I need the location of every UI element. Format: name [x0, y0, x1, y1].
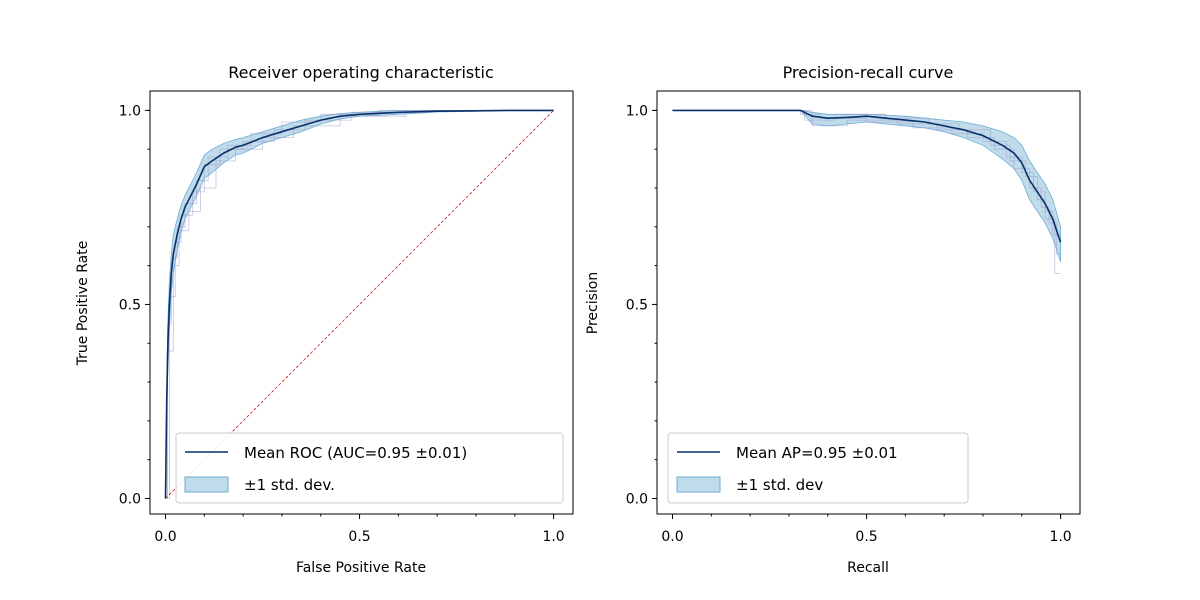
pr-ytick-label: 0.5	[626, 297, 648, 313]
roc-ticks: 0.0 0.5 1.0 0.0 0.5 1.0	[119, 103, 565, 545]
roc-xlabel: False Positive Rate	[296, 560, 426, 576]
roc-std-band	[165, 110, 554, 499]
pr-legend: Mean AP=0.95 ±0.01 ±1 std. dev	[667, 432, 969, 504]
roc-xtick-label: 0.0	[154, 529, 176, 545]
pr-ticks: 0.0 0.5 1.0 0.0 0.5 1.0	[626, 103, 1072, 545]
pr-plot-area	[672, 109, 1062, 274]
pr-legend-mean-label: Mean AP=0.95 ±0.01	[736, 444, 898, 462]
roc-legend-band-label: ±1 std. dev.	[244, 476, 335, 494]
roc-fold-curve	[165, 110, 554, 499]
roc-xtick-label: 1.0	[542, 529, 564, 545]
roc-panel: Receiver operating characteristic False …	[75, 63, 574, 576]
roc-fold-curve	[165, 110, 554, 499]
roc-title: Receiver operating characteristic	[228, 63, 494, 82]
pr-legend-band-swatch	[676, 476, 721, 493]
pr-mean-curve	[672, 109, 1062, 243]
pr-xtick-label: 0.5	[855, 529, 877, 545]
roc-xtick-label: 0.5	[348, 529, 370, 545]
pr-legend-box	[667, 432, 969, 504]
roc-mean-curve	[164, 109, 554, 499]
roc-legend-mean-label: Mean ROC (AUC=0.95 ±0.01)	[244, 444, 467, 462]
pr-ytick-label: 0.0	[626, 491, 648, 507]
roc-ylabel: True Positive Rate	[75, 241, 91, 367]
pr-xlabel: Recall	[847, 560, 889, 576]
roc-legend: Mean ROC (AUC=0.95 ±0.01) ±1 std. dev.	[175, 432, 564, 504]
pr-ylabel: Precision	[585, 272, 601, 334]
roc-axes-frame	[149, 90, 574, 515]
roc-ytick-label: 1.0	[119, 103, 141, 119]
roc-legend-band-swatch	[184, 476, 229, 493]
pr-panel: Precision-recall curve Recall Precision …	[585, 63, 1081, 576]
pr-title: Precision-recall curve	[783, 63, 954, 82]
roc-ytick-label: 0.0	[119, 491, 141, 507]
pr-legend-band-label: ±1 std. dev	[736, 476, 823, 494]
roc-ytick-label: 0.5	[119, 297, 141, 313]
pr-xtick-label: 0.0	[661, 529, 683, 545]
pr-ytick-label: 1.0	[626, 103, 648, 119]
pr-axes-frame	[656, 90, 1081, 515]
roc-legend-box	[175, 432, 564, 504]
pr-xtick-label: 1.0	[1049, 529, 1071, 545]
